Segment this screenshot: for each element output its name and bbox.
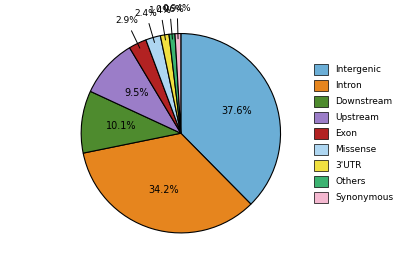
Text: 37.6%: 37.6% [221,106,252,116]
Legend: Intergenic, Intron, Downstream, Upstream, Exon, Missense, 3'UTR, Others, Synonym: Intergenic, Intron, Downstream, Upstream… [310,59,398,207]
Wedge shape [81,91,181,153]
Text: 34.2%: 34.2% [148,185,179,195]
Wedge shape [146,36,181,133]
Text: 2.9%: 2.9% [115,17,140,48]
Wedge shape [175,34,181,133]
Text: 0.96%: 0.96% [155,5,184,39]
Wedge shape [169,34,181,133]
Wedge shape [83,133,251,233]
Wedge shape [90,48,181,133]
Text: 10.1%: 10.1% [106,121,137,131]
Text: 2.4%: 2.4% [135,9,158,42]
Wedge shape [160,34,181,133]
Text: 0.94%: 0.94% [163,4,192,39]
Wedge shape [130,40,181,133]
Text: 1.4%: 1.4% [149,6,172,40]
Text: 9.5%: 9.5% [124,88,149,98]
Wedge shape [181,34,280,204]
